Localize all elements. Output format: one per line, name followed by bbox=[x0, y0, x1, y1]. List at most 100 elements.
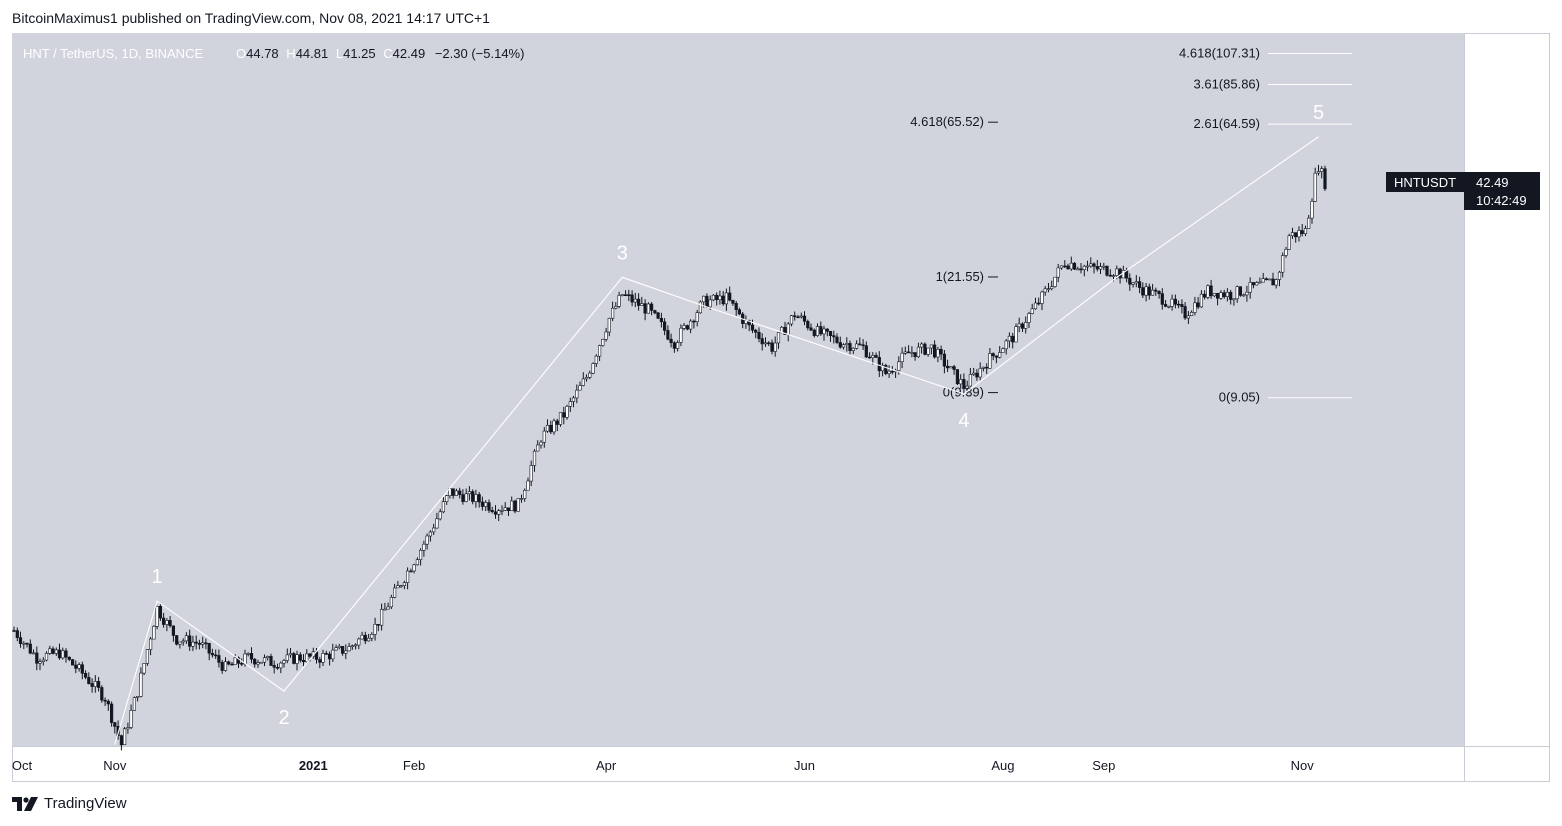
candle-body bbox=[350, 645, 354, 648]
candle-body bbox=[601, 338, 605, 346]
candle-body bbox=[223, 661, 228, 671]
candle-body bbox=[1264, 278, 1268, 280]
candle-body bbox=[318, 659, 322, 663]
candle-body bbox=[1277, 271, 1282, 280]
candle-body bbox=[724, 292, 728, 305]
candle-body bbox=[28, 643, 32, 654]
candle-body bbox=[301, 659, 306, 663]
wave-label-1: 1 bbox=[152, 566, 163, 588]
candle-body bbox=[545, 424, 550, 432]
candle-body bbox=[1258, 281, 1262, 284]
candle-body bbox=[851, 347, 855, 351]
candle-body bbox=[370, 634, 374, 639]
time-axis[interactable]: Oct Nov 2021 Feb Apr Jun Aug Sep Nov bbox=[12, 758, 1314, 773]
candle-body bbox=[1203, 293, 1207, 298]
candle-body bbox=[884, 365, 888, 374]
candle-body bbox=[262, 657, 267, 663]
candle-body bbox=[233, 657, 237, 665]
candle-body bbox=[1196, 302, 1200, 308]
candle-body bbox=[1199, 293, 1203, 308]
candle-body bbox=[1115, 268, 1119, 276]
candle-body bbox=[1001, 348, 1005, 353]
candle-body bbox=[432, 527, 436, 533]
y-tick-label: 49.00 bbox=[1490, 155, 1523, 170]
fib-level-label: 2.61(64.59) bbox=[1194, 116, 1261, 131]
candle-body bbox=[552, 420, 556, 433]
candle-body bbox=[695, 312, 699, 323]
candle-body bbox=[1066, 265, 1070, 270]
candle-body bbox=[116, 726, 120, 736]
candle-body bbox=[991, 353, 995, 357]
candle-body bbox=[110, 703, 114, 723]
candle-body bbox=[308, 653, 312, 657]
candle-body bbox=[854, 343, 859, 349]
candle-body bbox=[519, 498, 524, 500]
candle-body bbox=[1193, 302, 1197, 313]
candle-body bbox=[1300, 230, 1304, 235]
candle-body bbox=[353, 644, 358, 647]
candle-body bbox=[207, 643, 211, 654]
candle-body bbox=[25, 642, 29, 645]
price-chart[interactable]: 4.618(65.52) 1(21.55) 0(9.39) 4.618(107.31)… bbox=[12, 33, 1550, 782]
candle-body bbox=[620, 294, 624, 297]
tradingview-logo[interactable]: TradingView bbox=[12, 795, 127, 812]
candle-body bbox=[445, 495, 449, 503]
candle-body bbox=[662, 321, 667, 331]
candle-body bbox=[84, 672, 88, 678]
candle-body bbox=[926, 347, 930, 355]
candle-body bbox=[675, 342, 680, 349]
candle-body bbox=[734, 303, 738, 310]
price-axis[interactable]: 90.00 65.00 49.00 27.00 19.00 14.00 10.00 7.50 5… bbox=[1490, 70, 1523, 726]
candle-body bbox=[399, 585, 403, 588]
candle-body bbox=[210, 652, 215, 656]
candle-body bbox=[568, 401, 572, 407]
candle-body bbox=[324, 653, 328, 655]
wave-label-3: 3 bbox=[617, 242, 628, 264]
tradingview-brand: TradingView bbox=[44, 795, 127, 812]
candle-body bbox=[132, 697, 136, 711]
candle-body bbox=[376, 623, 380, 626]
candle-body bbox=[981, 366, 985, 369]
candle-body bbox=[57, 649, 62, 659]
ohlc-legend: O44.78 H44.81 L41.25 C42.49 −2.30 (−5.14… bbox=[236, 46, 524, 61]
candle-body bbox=[1076, 268, 1080, 271]
candle-body bbox=[750, 324, 755, 331]
candle-body bbox=[666, 330, 670, 340]
candle-body bbox=[1128, 277, 1132, 285]
candle-body bbox=[565, 405, 569, 418]
candle-body bbox=[1053, 276, 1057, 287]
candle-body bbox=[955, 369, 959, 385]
candle-body bbox=[435, 518, 439, 529]
candle-body bbox=[35, 652, 39, 664]
candle-body bbox=[783, 326, 787, 335]
symbol-legend[interactable]: HNT / TetherUS, 1D, BINANCE bbox=[23, 46, 203, 61]
last-price: 42.49 bbox=[1476, 175, 1509, 190]
candle-body bbox=[1020, 323, 1025, 329]
candle-body bbox=[835, 336, 839, 343]
candle-body bbox=[597, 345, 602, 357]
candle-body bbox=[136, 696, 140, 698]
candle-body bbox=[1281, 255, 1285, 273]
candle-body bbox=[978, 368, 982, 378]
candle-body bbox=[1098, 266, 1103, 270]
candle-body bbox=[965, 385, 969, 389]
candle-body bbox=[549, 424, 553, 433]
candle-body bbox=[103, 699, 107, 702]
candle-body bbox=[87, 677, 91, 684]
candle-body bbox=[688, 320, 693, 330]
candle-body bbox=[1307, 217, 1311, 229]
candle-body bbox=[119, 735, 123, 746]
candle-body bbox=[867, 356, 872, 359]
candle-body bbox=[1235, 286, 1239, 300]
y-tick-label: 3.00 bbox=[1493, 543, 1518, 558]
candle-body bbox=[171, 625, 176, 636]
candle-body bbox=[679, 327, 683, 343]
candle-body bbox=[972, 372, 976, 375]
plot-area[interactable] bbox=[12, 33, 1464, 746]
x-tick-label: Jun bbox=[794, 758, 815, 773]
candle-body bbox=[41, 659, 45, 662]
candle-body bbox=[588, 372, 592, 378]
y-tick-label: 10.00 bbox=[1490, 376, 1523, 391]
candle-body bbox=[1248, 282, 1252, 293]
candle-body bbox=[340, 645, 345, 654]
